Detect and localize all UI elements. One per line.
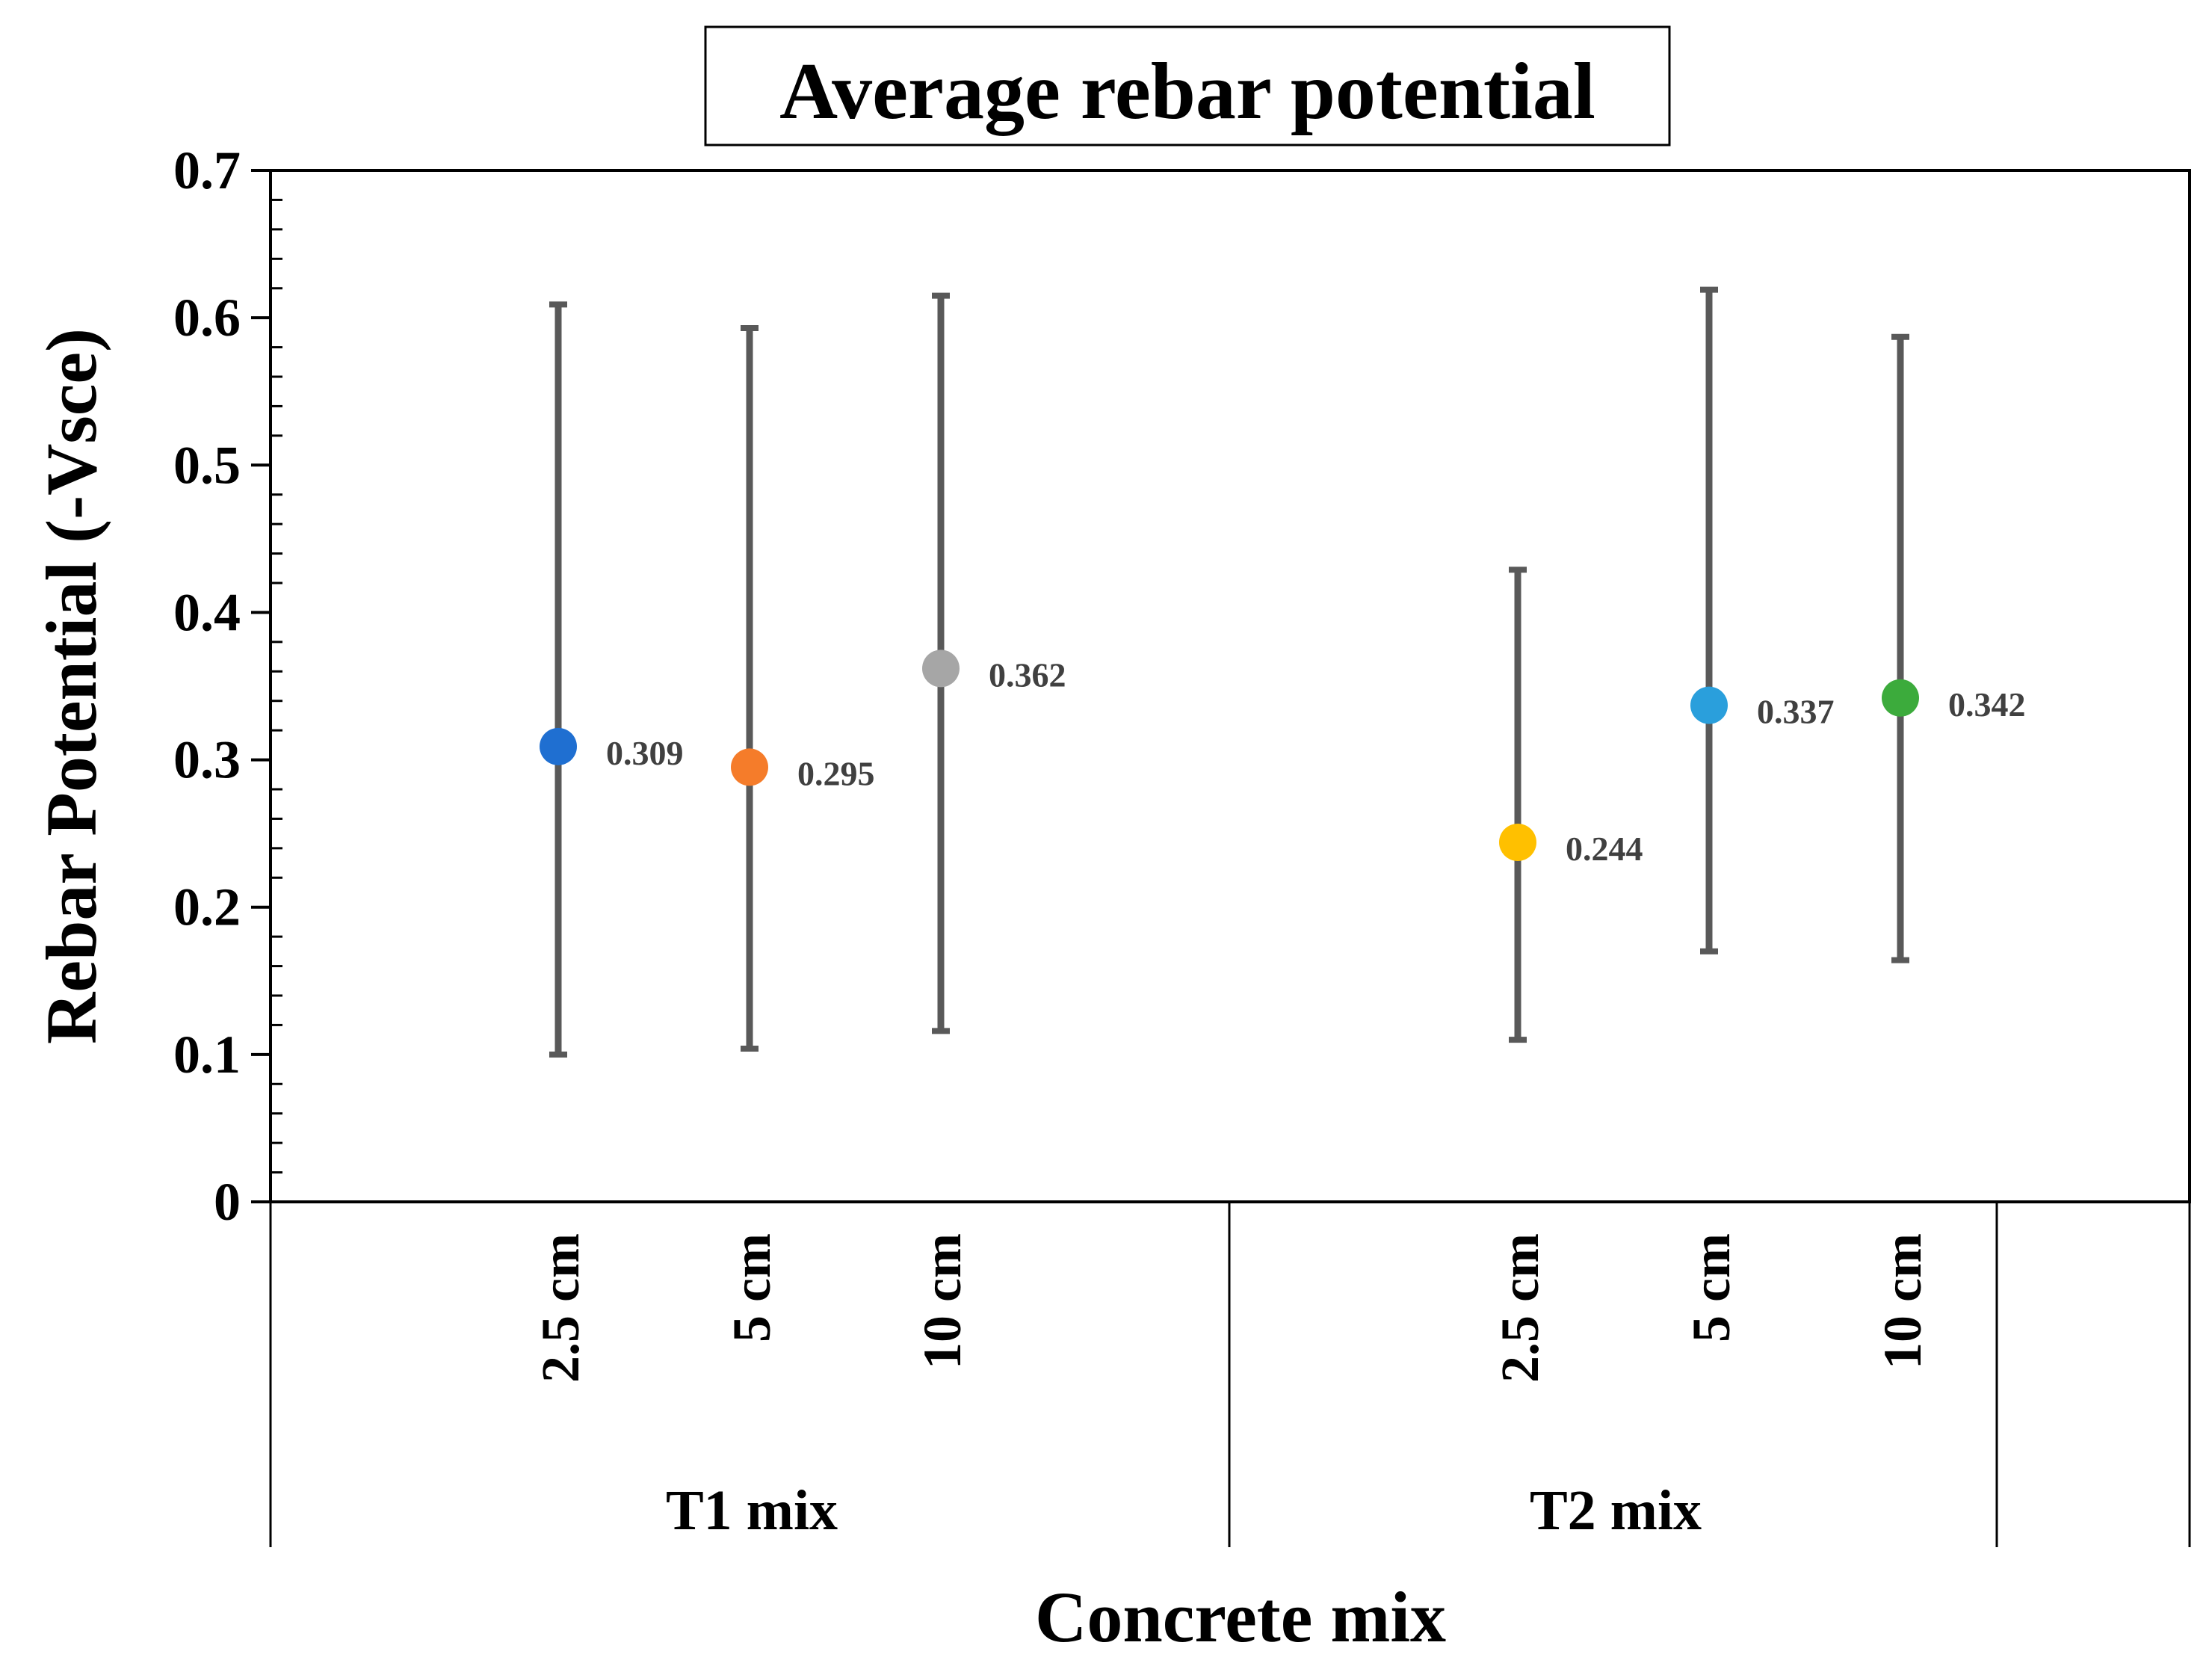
data-marker [1499,823,1536,861]
data-marker [922,650,960,688]
category-label-t1-2-5cm: 2.5 cm [531,1233,590,1383]
data-marker [1690,686,1728,724]
y-axis: 0 0.1 0.2 0.3 0.4 0.5 0.6 0.7 [173,141,282,1232]
category-labels: 2.5 cm 5 cm 10 cm 2.5 cm 5 cm 10 cm [531,1233,1933,1383]
data-series: 0.309 0.295 0.362 0.244 0.337 0.342 [540,286,2026,1058]
data-marker [731,748,768,786]
y-tick-label: 0.5 [173,435,241,495]
data-marker [540,727,577,765]
y-tick-label: 0.2 [173,877,241,937]
data-point-group: 0.362 [922,292,1066,1034]
data-label: 0.295 [797,754,875,792]
data-point-group: 0.244 [1499,567,1643,1043]
group-label-t1: T1 mix [666,1479,838,1542]
data-point-group: 0.295 [731,324,875,1052]
data-point-group: 0.309 [540,301,684,1058]
category-axis [269,1202,2191,1547]
data-point-group: 0.342 [1882,333,2026,963]
data-marker [1882,679,1919,717]
y-tick-label: 0.3 [173,730,241,790]
x-axis-title: Concrete mix [1035,1577,1446,1657]
y-tick-label: 0.1 [173,1025,241,1085]
chart-title: Average rebar potential [704,25,1671,146]
y-axis-title: Rebar Potential (-Vsce) [31,328,111,1044]
data-label: 0.309 [606,734,684,772]
data-label: 0.244 [1566,830,1643,868]
category-label-t1-5cm: 5 cm [722,1233,782,1342]
data-label: 0.362 [989,655,1066,694]
y-tick-label: 0.6 [173,288,241,348]
chart-title-text: Average rebar potential [779,47,1595,136]
data-label: 0.337 [1757,693,1835,731]
category-label-t2-5cm: 5 cm [1681,1233,1741,1342]
group-label-t2: T2 mix [1530,1479,1702,1542]
data-point-group: 0.337 [1690,286,1835,954]
y-tick-label: 0.4 [173,582,241,642]
y-tick-label: 0.7 [173,141,241,200]
chart-title-box [704,25,1671,146]
y-tick-label: 0 [214,1172,241,1232]
category-label-t2-10cm: 10 cm [1873,1233,1933,1369]
category-label-t2-2-5cm: 2.5 cm [1490,1233,1550,1383]
category-label-t1-10cm: 10 cm [912,1233,972,1369]
data-label: 0.342 [1948,685,2026,724]
